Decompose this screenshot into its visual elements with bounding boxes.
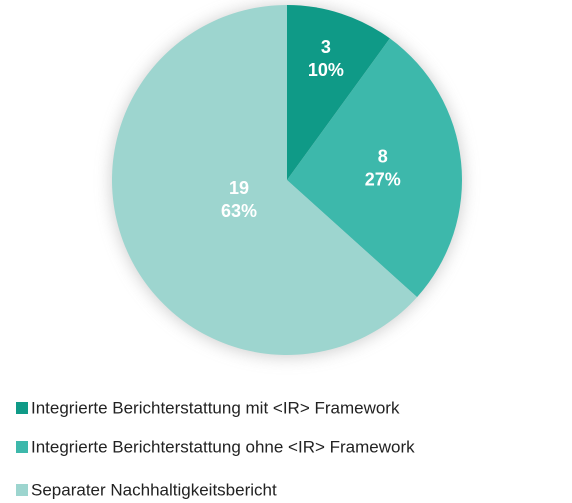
legend-label: Integrierte Berichterstattung mit <IR> F… <box>31 398 400 417</box>
pie-slice <box>111 5 418 356</box>
slice-count: 19 <box>229 178 249 198</box>
slice-percent: 27% <box>365 170 401 190</box>
legend-swatch <box>16 441 28 453</box>
legend-swatch <box>16 402 28 414</box>
legend-label: Integrierte Berichterstattung ohne <IR> … <box>31 437 415 456</box>
slice-count: 8 <box>378 147 388 167</box>
slice-percent: 63% <box>221 201 257 221</box>
slice-percent: 10% <box>308 60 344 80</box>
slice-count: 3 <box>321 37 331 57</box>
legend-swatch <box>16 484 28 496</box>
legend-label: Separater Nachhaltigkeitsbericht <box>31 480 277 499</box>
pie-slice <box>287 5 390 180</box>
pie-slice <box>287 38 462 298</box>
